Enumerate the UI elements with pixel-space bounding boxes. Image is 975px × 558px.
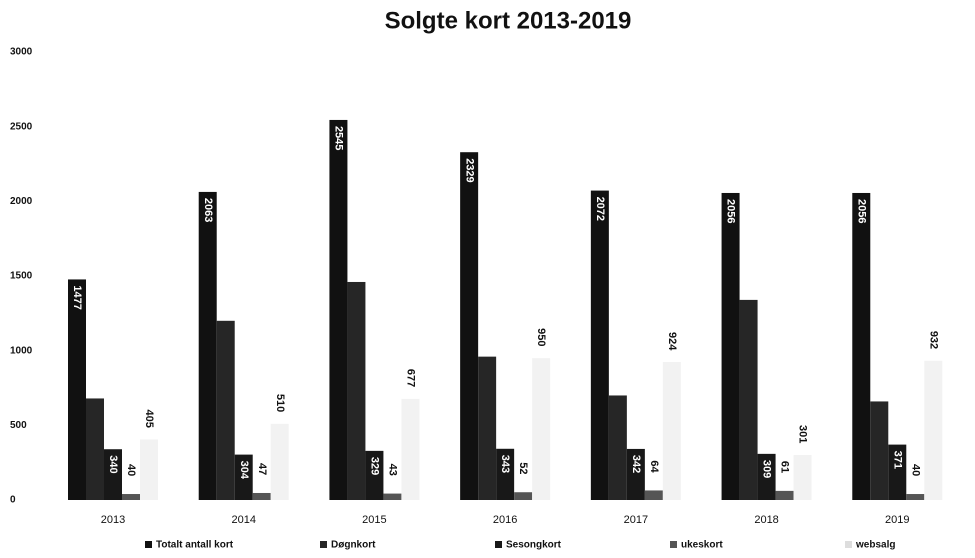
x-tick-label: 2013 — [101, 514, 125, 526]
bar — [460, 152, 479, 500]
legend-label: Totalt antall kort — [156, 540, 234, 551]
bar — [626, 448, 645, 500]
y-tick-label: 1500 — [10, 271, 33, 282]
y-tick-label: 2500 — [10, 121, 33, 132]
legend-swatch — [145, 541, 152, 548]
data-label: 52 — [517, 462, 529, 474]
data-label: 64 — [648, 460, 660, 473]
data-label: 950 — [535, 328, 547, 346]
bar — [888, 444, 907, 500]
data-label: 342 — [630, 455, 642, 473]
bar — [86, 398, 104, 500]
bar — [870, 401, 889, 500]
data-label: 2072 — [594, 197, 606, 221]
bar — [775, 490, 794, 500]
bar — [104, 449, 122, 500]
data-label: 40 — [909, 464, 921, 476]
data-label: 932 — [927, 331, 939, 349]
data-label: 677 — [405, 369, 417, 387]
bar — [347, 281, 366, 500]
bar — [401, 398, 420, 500]
chart-title: Solgte kort 2013-2019 — [385, 7, 632, 34]
legend-swatch — [320, 541, 327, 548]
legend-swatch — [845, 541, 852, 548]
data-label: 61 — [779, 461, 791, 473]
data-label: 343 — [499, 455, 511, 473]
data-label: 2545 — [333, 126, 345, 150]
data-label: 309 — [761, 460, 773, 478]
bar — [532, 358, 551, 500]
legend-swatch — [670, 541, 677, 548]
bar — [198, 191, 217, 500]
bar — [608, 395, 627, 500]
bar — [122, 494, 140, 500]
data-label: 2329 — [463, 158, 475, 182]
data-label: 2056 — [725, 199, 737, 223]
bar — [590, 190, 609, 500]
y-tick-label: 1000 — [10, 345, 33, 356]
bar — [216, 320, 235, 500]
data-label: 924 — [666, 332, 678, 351]
bar — [252, 492, 271, 500]
y-tick-label: 0 — [10, 495, 16, 506]
x-tick-label: 2018 — [754, 514, 778, 526]
bar — [644, 490, 663, 500]
bar — [757, 453, 776, 500]
bar — [739, 299, 758, 500]
data-label: 1477 — [71, 285, 83, 309]
x-tick-label: 2019 — [885, 514, 909, 526]
y-tick-label: 2000 — [10, 196, 33, 207]
data-label: 301 — [797, 425, 809, 443]
data-label: 40 — [125, 464, 137, 476]
data-label: 340 — [107, 455, 119, 473]
bar — [365, 450, 384, 500]
legend-label: Sesongkort — [506, 540, 562, 551]
bar — [924, 360, 943, 500]
data-label: 405 — [143, 410, 155, 428]
bar — [496, 448, 515, 500]
bar — [68, 279, 86, 500]
bar — [514, 492, 533, 500]
bar — [721, 192, 740, 500]
bar — [383, 493, 402, 500]
bar — [852, 192, 871, 500]
legend-label: Døgnkort — [331, 540, 376, 551]
bar — [793, 455, 812, 500]
bar — [478, 356, 497, 500]
x-tick-label: 2014 — [231, 514, 255, 526]
bar — [329, 119, 348, 501]
bar — [140, 439, 158, 500]
y-tick-label: 500 — [10, 420, 27, 431]
bar — [662, 362, 681, 500]
bar — [270, 423, 289, 500]
data-label: 510 — [274, 394, 286, 412]
x-tick-label: 2015 — [362, 514, 386, 526]
data-label: 329 — [369, 457, 381, 475]
y-tick-label: 3000 — [10, 47, 33, 58]
data-label: 43 — [387, 464, 399, 476]
data-label: 2063 — [202, 198, 214, 222]
bar — [234, 454, 253, 500]
x-tick-label: 2016 — [493, 514, 517, 526]
data-label: 304 — [238, 461, 250, 480]
legend-label: websalg — [855, 540, 895, 551]
legend-label: ukeskort — [681, 540, 723, 551]
x-tick-label: 2017 — [624, 514, 648, 526]
bar — [906, 494, 925, 500]
legend-swatch — [495, 541, 502, 548]
data-label: 2056 — [855, 199, 867, 223]
data-label: 371 — [891, 451, 903, 469]
data-label: 47 — [256, 463, 268, 475]
